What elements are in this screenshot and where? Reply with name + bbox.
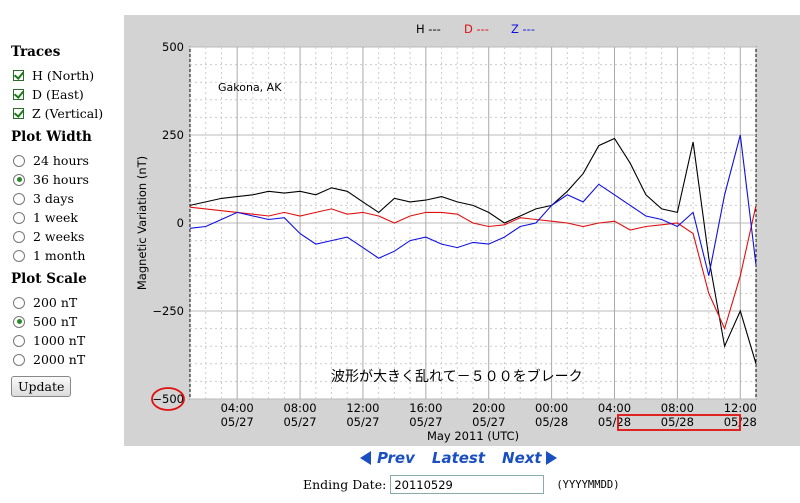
width-2w-option[interactable]: 2 weeks [11, 227, 126, 246]
scale-1000-radio[interactable] [13, 334, 25, 347]
date-format-hint: (YYYYMMDD) [556, 478, 620, 491]
width-24h-radio[interactable] [13, 154, 25, 167]
width-2w-radio[interactable] [13, 230, 25, 243]
width-3d-option[interactable]: 3 days [11, 189, 126, 208]
ending-date-form: Ending Date: (YYYYMMDD) [303, 475, 620, 494]
trace-h-checkbox[interactable] [13, 70, 24, 81]
x-axis-label: May 2011 (UTC) [427, 429, 519, 443]
scale-200-option[interactable]: 200 nT [11, 293, 126, 312]
x-tick-date: 05/28 [535, 415, 568, 429]
scale-1000-option[interactable]: 1000 nT [11, 331, 126, 350]
ending-date-label: Ending Date: [303, 477, 387, 492]
trace-h-label: H (North) [32, 68, 95, 83]
scale-1000-label: 1000 nT [33, 333, 86, 348]
navigation-bar: Prev Latest Next [360, 449, 557, 467]
x-tick-time: 08:00 [661, 401, 694, 415]
scale-500-radio[interactable] [13, 315, 25, 328]
y-tick-label: 0 [177, 216, 184, 230]
chart-legend: H --- D --- Z --- [416, 22, 535, 36]
trace-d-checkbox[interactable] [13, 89, 24, 100]
width-3d-radio[interactable] [13, 192, 25, 205]
x-tick-date: 05/27 [409, 415, 442, 429]
legend-item: D --- [464, 22, 489, 36]
width-1m-option[interactable]: 1 month [11, 246, 126, 265]
scale-2000-radio[interactable] [13, 353, 25, 366]
width-1m-label: 1 month [33, 248, 86, 263]
scale-2000-option[interactable]: 2000 nT [11, 350, 126, 369]
x-tick-time: 12:00 [724, 401, 757, 415]
scale-500-label: 500 nT [33, 314, 78, 329]
update-button[interactable]: Update [11, 376, 72, 397]
series-h-line [189, 137, 757, 364]
date-highlight-box [617, 414, 741, 431]
width-24h-label: 24 hours [33, 153, 89, 168]
x-tick-date: 05/27 [283, 415, 316, 429]
x-tick-time: 20:00 [472, 401, 505, 415]
width-1w-radio[interactable] [13, 211, 25, 224]
latest-link[interactable]: Latest [431, 449, 486, 467]
minus-500-highlight-circle [151, 387, 185, 411]
y-tick-label: −250 [152, 304, 184, 318]
width-1w-option[interactable]: 1 week [11, 208, 126, 227]
trace-d-label: D (East) [32, 87, 84, 102]
trace-z-label: Z (Vertical) [32, 106, 104, 121]
trace-d-option[interactable]: D (East) [11, 85, 126, 104]
trace-z-checkbox[interactable] [13, 108, 24, 119]
x-tick-time: 12:00 [346, 401, 379, 415]
prev-arrow-icon[interactable] [360, 451, 371, 465]
trace-h-option[interactable]: H (North) [11, 66, 126, 85]
y-tick-label: 250 [162, 128, 184, 142]
x-tick-labels: 04:0005/2708:0005/2712:0005/2716:0005/27… [221, 401, 757, 429]
x-tick-time: 16:00 [409, 401, 442, 415]
y-tick-label: −500 [152, 392, 184, 406]
annotation-text: 波形が大きく乱れて－５００をブレーク [331, 368, 583, 385]
width-1m-radio[interactable] [13, 249, 25, 262]
width-36h-option[interactable]: 36 hours [11, 170, 126, 189]
x-tick-date: 05/28 [598, 415, 631, 429]
x-tick-date: 05/27 [346, 415, 379, 429]
prev-link[interactable]: Prev [377, 449, 415, 467]
legend-item: H --- [416, 22, 441, 36]
x-tick-time: 04:00 [598, 401, 631, 415]
next-link[interactable]: Next [502, 449, 542, 467]
scale-200-label: 200 nT [33, 295, 78, 310]
width-24h-option[interactable]: 24 hours [11, 151, 126, 170]
width-36h-label: 36 hours [33, 172, 89, 187]
next-arrow-icon[interactable] [545, 451, 557, 465]
station-label: Gakona, AK [218, 81, 282, 94]
width-1w-label: 1 week [33, 210, 78, 225]
series-d-line [189, 205, 757, 331]
legend-item: Z --- [511, 22, 535, 36]
x-tick-time: 00:00 [535, 401, 568, 415]
x-tick-date: 05/28 [661, 415, 694, 429]
series-z-line [189, 134, 757, 276]
scale-200-radio[interactable] [13, 296, 25, 309]
x-tick-date: 05/27 [221, 415, 254, 429]
plot-scale-title: Plot Scale [11, 271, 87, 287]
scale-500-option[interactable]: 500 nT [11, 312, 126, 331]
width-36h-radio[interactable] [13, 173, 25, 186]
width-2w-label: 2 weeks [33, 229, 85, 244]
width-3d-label: 3 days [33, 191, 74, 206]
plot-width-title: Plot Width [11, 129, 92, 145]
x-tick-date: 05/27 [472, 415, 505, 429]
plot-options-panel: Traces H (North) D (East) Z (Vertical) P… [11, 44, 126, 397]
traces-title: Traces [11, 44, 61, 60]
x-tick-time: 08:00 [283, 401, 316, 415]
ending-date-input[interactable] [390, 475, 545, 494]
magnetometer-chart: 500 250 0 −250 −500 04:00 05/27 08:00 05/27 12:0… [124, 15, 800, 446]
y-tick-label: 500 [162, 40, 184, 54]
series-lines [189, 134, 757, 364]
trace-z-option[interactable]: Z (Vertical) [11, 104, 126, 123]
scale-2000-label: 2000 nT [33, 352, 86, 367]
x-tick-time: 04:00 [221, 401, 254, 415]
y-tick-labels: 500 250 0 −250 −500 [152, 40, 184, 406]
y-axis-label: Magnetic Variation (nT) [135, 156, 149, 290]
